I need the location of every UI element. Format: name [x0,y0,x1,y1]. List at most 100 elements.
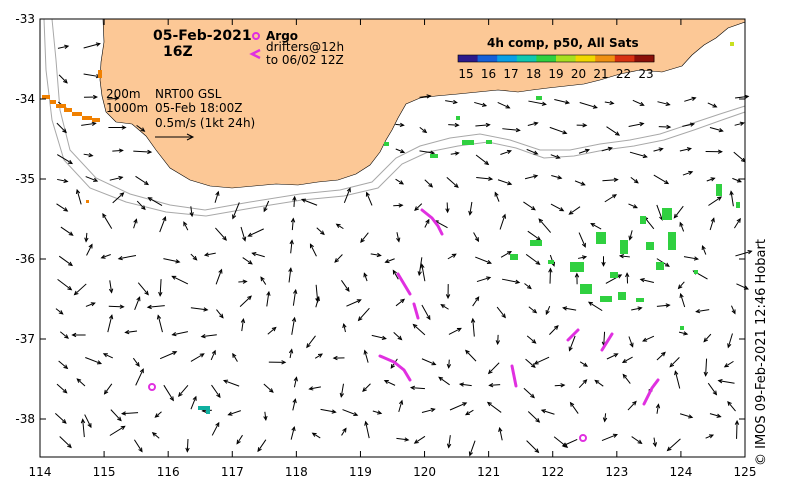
velocity-arrow [124,329,138,335]
argo-floats [148,383,587,442]
velocity-arrow [136,124,146,132]
velocity-arrow [334,254,343,263]
x-tick-label: 124 [669,465,692,479]
y-tick-label: -38 [15,412,35,426]
velocity-arrow [605,274,623,284]
velocity-arrow [76,378,86,387]
velocity-arrow [315,295,320,308]
velocity-arrow [56,203,69,212]
colorbar-segment [614,55,635,62]
velocity-arrow [135,368,144,386]
velocity-arrow [60,226,74,236]
velocity-arrow [550,203,565,212]
velocity-arrow [446,435,452,449]
velocity-arrow [464,409,474,416]
velocity-arrow [83,94,98,100]
velocity-arrow [678,331,689,336]
colorbar-tick-label: 22 [616,67,631,81]
velocity-arrow [107,96,120,101]
velocity-arrow [266,290,271,307]
velocity-arrow [450,151,460,156]
velocity-arrow [308,386,321,391]
colorbar-segment [595,55,616,62]
velocity-arrow [81,121,97,126]
colorbar-tick-label: 18 [526,67,541,81]
velocity-arrow [360,232,369,244]
velocity-arrow [73,283,87,296]
velocity-arrow [540,409,555,415]
velocity-arrow [384,258,395,264]
velocity-arrow [604,100,615,106]
velocity-arrow [211,421,220,436]
velocity-arrow [222,379,240,387]
velocity-arrow [524,174,539,180]
velocity-arrows [55,42,753,457]
velocity-arrow [465,349,477,362]
velocity-arrow [364,420,370,439]
velocity-arrow [632,99,645,106]
velocity-arrow [159,216,167,233]
velocity-arrow [183,221,189,231]
colorbar-tick-label: 15 [458,67,473,81]
velocity-arrow [497,101,511,109]
colorbar-segment [497,55,518,62]
velocity-arrow [85,176,99,182]
velocity-arrow [395,178,405,185]
velocity-arrow [682,122,696,127]
velocity-arrow [445,202,450,214]
velocity-arrow [396,232,401,243]
velocity-arrow [561,438,578,447]
velocity-arrow [579,102,598,109]
x-tick-label: 120 [413,465,436,479]
velocity-arrow [146,304,165,310]
velocity-arrow [486,401,502,413]
velocity-arrow [499,213,507,230]
velocity-arrow [653,147,664,152]
velocity-arrow [502,278,521,284]
velocity-arrow [578,148,591,154]
velocity-arrow [383,380,396,386]
velocity-arrow [316,227,325,236]
velocity-arrow [134,296,141,311]
velocity-arrow [548,267,553,284]
velocity-arrow [84,414,92,429]
velocity-arrow [395,298,406,307]
argo-float-marker [579,434,587,442]
velocity-arrow [488,382,501,388]
velocity-arrow [476,176,494,181]
colorbar-ticks: 15 16 17 18 19 20 21 22 23 [458,67,653,81]
velocity-arrow [190,395,197,410]
velocity-arrow [475,154,490,166]
velocity-arrow [398,399,404,413]
velocity-arrow [292,195,297,207]
velocity-arrow [412,323,426,336]
velocity-arrow [446,359,452,369]
velocity-arrow [470,317,476,337]
colorbar [457,54,655,63]
velocity-arrow [549,325,559,336]
velocity-arrow [579,361,589,367]
colorbar-frame [457,54,655,63]
velocity-arrow [703,358,708,377]
time-label: 16Z [163,44,193,60]
velocity-arrow [363,349,369,363]
y-tick-label: -33 [15,12,35,26]
velocity-arrow [242,257,253,265]
x-tick-label: 122 [541,465,564,479]
velocity-arrow [468,201,473,216]
velocity-arrow [448,327,462,335]
y-tick-label: -37 [15,332,35,346]
velocity-arrow [524,283,532,290]
velocity-arrow [190,353,205,362]
velocity-arrow [494,191,500,202]
velocity-arrow [525,358,536,369]
velocity-arrow [642,335,655,342]
velocity-arrow [232,202,240,220]
velocity-arrow [590,223,602,230]
velocity-arrow [365,191,373,206]
velocity-arrow [472,296,480,307]
velocity-arrow [75,188,82,205]
velocity-arrow [735,250,753,257]
velocity-arrow [734,419,740,439]
